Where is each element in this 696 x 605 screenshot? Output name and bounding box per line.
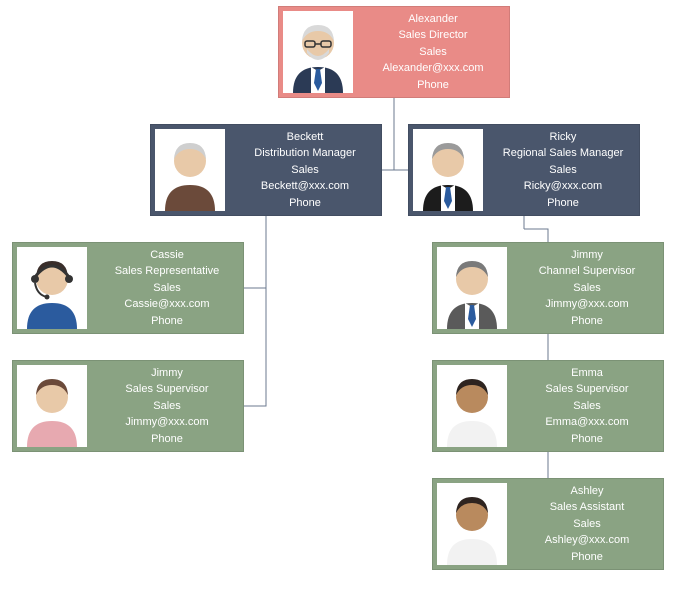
org-node-info: EmmaSales SupervisorSalesEmma@xxx.comPho… xyxy=(511,363,663,450)
org-node-info: BeckettDistribution ManagerSalesBeckett@… xyxy=(229,127,381,214)
org-node-name: Beckett xyxy=(233,129,377,146)
org-node-title: Sales Director xyxy=(361,27,505,44)
org-node-dept: Sales xyxy=(95,398,239,415)
avatar-jimmy1 xyxy=(17,365,87,447)
org-node-title: Channel Supervisor xyxy=(515,263,659,280)
org-node-dept: Sales xyxy=(233,162,377,179)
org-node-jimmy2: JimmyChannel SupervisorSalesJimmy@xxx.co… xyxy=(432,242,664,334)
org-node-name: Alexander xyxy=(361,11,505,28)
org-node-name: Cassie xyxy=(95,247,239,264)
org-node-phone: Phone xyxy=(515,431,659,448)
avatar-ashley xyxy=(437,483,507,565)
org-node-info: JimmySales SupervisorSalesJimmy@xxx.comP… xyxy=(91,363,243,450)
org-node-email: Emma@xxx.com xyxy=(515,414,659,431)
org-node-email: Cassie@xxx.com xyxy=(95,296,239,313)
org-node-email: Ricky@xxx.com xyxy=(491,178,635,195)
org-node-dept: Sales xyxy=(515,516,659,533)
org-node-phone: Phone xyxy=(515,313,659,330)
connector-path xyxy=(394,98,408,170)
org-node-phone: Phone xyxy=(491,195,635,212)
org-node-name: Ashley xyxy=(515,483,659,500)
org-node-phone: Phone xyxy=(95,431,239,448)
avatar-emma xyxy=(437,365,507,447)
org-node-dept: Sales xyxy=(515,398,659,415)
org-node-phone: Phone xyxy=(95,313,239,330)
org-node-name: Ricky xyxy=(491,129,635,146)
org-node-alexander: AlexanderSales DirectorSalesAlexander@xx… xyxy=(278,6,510,98)
org-node-name: Jimmy xyxy=(95,365,239,382)
connector-path xyxy=(244,216,266,406)
org-node-cassie: CassieSales RepresentativeSalesCassie@xx… xyxy=(12,242,244,334)
connector-path xyxy=(382,98,394,170)
avatar-beckett xyxy=(155,129,225,211)
org-node-email: Jimmy@xxx.com xyxy=(95,414,239,431)
org-node-info: JimmyChannel SupervisorSalesJimmy@xxx.co… xyxy=(511,245,663,332)
org-node-title: Sales Supervisor xyxy=(95,381,239,398)
org-node-phone: Phone xyxy=(515,549,659,566)
org-node-title: Sales Representative xyxy=(95,263,239,280)
org-node-phone: Phone xyxy=(361,77,505,94)
org-node-name: Emma xyxy=(515,365,659,382)
org-node-email: Jimmy@xxx.com xyxy=(515,296,659,313)
connector-path xyxy=(244,216,266,288)
org-node-dept: Sales xyxy=(95,280,239,297)
org-node-jimmy1: JimmySales SupervisorSalesJimmy@xxx.comP… xyxy=(12,360,244,452)
org-node-ricky: RickyRegional Sales ManagerSalesRicky@xx… xyxy=(408,124,640,216)
org-node-name: Jimmy xyxy=(515,247,659,264)
avatar-alexander xyxy=(283,11,353,93)
org-node-title: Regional Sales Manager xyxy=(491,145,635,162)
org-node-dept: Sales xyxy=(491,162,635,179)
org-node-info: AlexanderSales DirectorSalesAlexander@xx… xyxy=(357,9,509,96)
avatar-jimmy2 xyxy=(437,247,507,329)
org-node-dept: Sales xyxy=(515,280,659,297)
org-node-title: Sales Supervisor xyxy=(515,381,659,398)
org-node-beckett: BeckettDistribution ManagerSalesBeckett@… xyxy=(150,124,382,216)
org-node-title: Sales Assistant xyxy=(515,499,659,516)
org-node-phone: Phone xyxy=(233,195,377,212)
org-node-info: RickyRegional Sales ManagerSalesRicky@xx… xyxy=(487,127,639,214)
org-node-title: Distribution Manager xyxy=(233,145,377,162)
org-node-dept: Sales xyxy=(361,44,505,61)
org-node-email: Beckett@xxx.com xyxy=(233,178,377,195)
org-node-email: Alexander@xxx.com xyxy=(361,60,505,77)
avatar-cassie xyxy=(17,247,87,329)
org-node-email: Ashley@xxx.com xyxy=(515,532,659,549)
avatar-ricky xyxy=(413,129,483,211)
org-node-ashley: AshleySales AssistantSalesAshley@xxx.com… xyxy=(432,478,664,570)
org-node-emma: EmmaSales SupervisorSalesEmma@xxx.comPho… xyxy=(432,360,664,452)
org-node-info: AshleySales AssistantSalesAshley@xxx.com… xyxy=(511,481,663,568)
org-node-info: CassieSales RepresentativeSalesCassie@xx… xyxy=(91,245,243,332)
